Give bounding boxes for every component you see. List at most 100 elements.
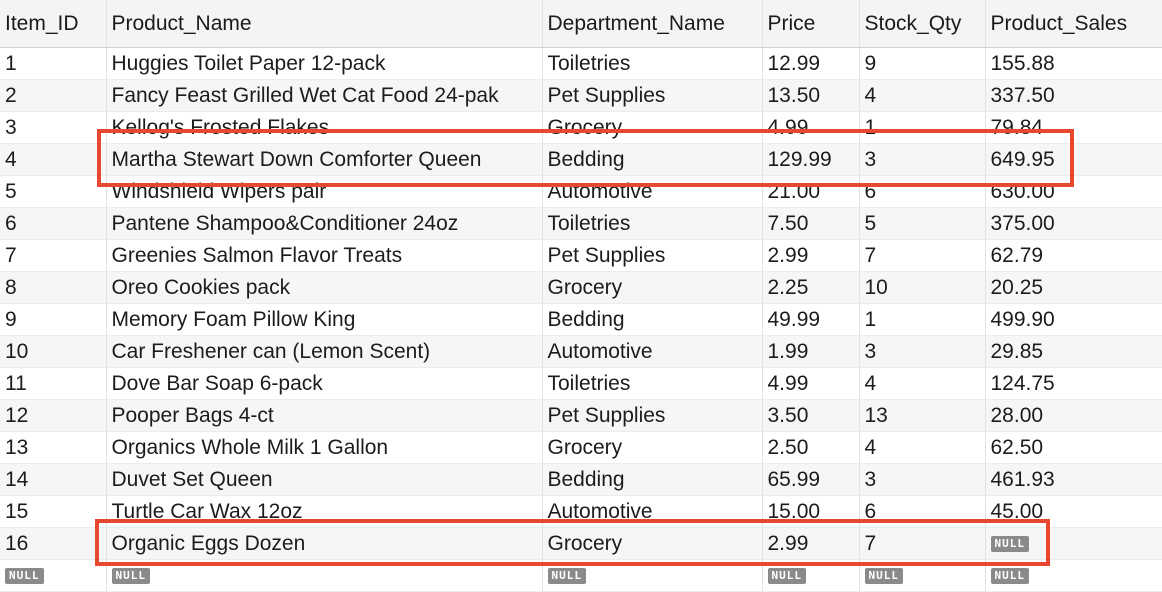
cell-product-name[interactable]: Memory Foam Pillow King [106, 303, 543, 336]
cell-stock-qty[interactable]: 4 [859, 367, 986, 400]
cell-stock-qty[interactable]: 1 [859, 303, 986, 336]
cell-department-name[interactable]: Automotive [542, 335, 763, 368]
cell-product-name[interactable]: Huggies Toilet Paper 12-pack [106, 47, 543, 80]
cell-stock-qty[interactable]: 4 [859, 79, 986, 112]
cell-price[interactable]: 4.99 [762, 367, 860, 400]
cell-item-id[interactable]: NULL [0, 559, 107, 592]
cell-product-sales[interactable]: 45.00 [985, 495, 1162, 528]
cell-product-sales[interactable]: 630.00 [985, 175, 1162, 208]
cell-item-id[interactable]: 14 [0, 463, 107, 496]
cell-item-id[interactable]: 16 [0, 527, 107, 560]
table-row[interactable]: 9 Memory Foam Pillow King Bedding 49.99 1 499… [0, 303, 1162, 336]
column-header-product-sales[interactable]: Product_Sales [985, 0, 1162, 48]
table-row[interactable]: 11 Dove Bar Soap 6-pack Toiletries 4.99 4 124… [0, 367, 1162, 400]
cell-price[interactable]: 2.50 [762, 431, 860, 464]
cell-product-name[interactable]: Turtle Car Wax 12oz [106, 495, 543, 528]
table-row[interactable]: 8 Oreo Cookies pack Grocery 2.25 10 20.25 [0, 271, 1162, 304]
cell-product-name[interactable]: Pantene Shampoo&Conditioner 24oz [106, 207, 543, 240]
cell-item-id[interactable]: 10 [0, 335, 107, 368]
cell-product-sales[interactable]: 28.00 [985, 399, 1162, 432]
column-header-item-id[interactable]: Item_ID [0, 0, 107, 48]
cell-department-name[interactable]: Grocery [542, 111, 763, 144]
cell-department-name[interactable]: Toiletries [542, 47, 763, 80]
cell-item-id[interactable]: 7 [0, 239, 107, 272]
cell-price[interactable]: 3.50 [762, 399, 860, 432]
cell-product-name[interactable]: Greenies Salmon Flavor Treats [106, 239, 543, 272]
cell-item-id[interactable]: 3 [0, 111, 107, 144]
cell-stock-qty[interactable]: 6 [859, 495, 986, 528]
cell-department-name[interactable]: Toiletries [542, 207, 763, 240]
cell-product-sales[interactable]: 155.88 [985, 47, 1162, 80]
cell-department-name[interactable]: Grocery [542, 527, 763, 560]
table-row[interactable]: 7 Greenies Salmon Flavor Treats Pet Suppli… [0, 239, 1162, 272]
cell-stock-qty[interactable]: 1 [859, 111, 986, 144]
cell-department-name[interactable]: Pet Supplies [542, 79, 763, 112]
cell-stock-qty[interactable]: 3 [859, 335, 986, 368]
cell-product-sales[interactable]: NULL [985, 559, 1162, 592]
table-row[interactable]: 5 Windshield Wipers pair Automotive 21.00 6 6… [0, 175, 1162, 208]
cell-department-name[interactable]: Bedding [542, 463, 763, 496]
cell-price[interactable]: 12.99 [762, 47, 860, 80]
cell-stock-qty[interactable]: 5 [859, 207, 986, 240]
cell-item-id[interactable]: 9 [0, 303, 107, 336]
table-row[interactable]: 12 Pooper Bags 4-ct Pet Supplies 3.50 13 28.0… [0, 399, 1162, 432]
column-header-product-name[interactable]: Product_Name [106, 0, 543, 48]
cell-product-name[interactable]: Pooper Bags 4-ct [106, 399, 543, 432]
cell-item-id[interactable]: 11 [0, 367, 107, 400]
column-header-stock-qty[interactable]: Stock_Qty [859, 0, 986, 48]
cell-price[interactable]: 2.99 [762, 527, 860, 560]
cell-department-name[interactable]: Bedding [542, 143, 763, 176]
cell-item-id[interactable]: 13 [0, 431, 107, 464]
cell-stock-qty[interactable]: 10 [859, 271, 986, 304]
cell-product-sales[interactable]: 29.85 [985, 335, 1162, 368]
table-row[interactable]: 3 Kellog's Frosted Flakes Grocery 4.99 1 79.8… [0, 111, 1162, 144]
cell-product-sales[interactable]: 499.90 [985, 303, 1162, 336]
cell-price[interactable]: 49.99 [762, 303, 860, 336]
table-row[interactable]: 4 Martha Stewart Down Comforter Queen Bedd… [0, 143, 1162, 176]
cell-price[interactable]: NULL [762, 559, 860, 592]
cell-product-name[interactable]: Dove Bar Soap 6-pack [106, 367, 543, 400]
column-header-price[interactable]: Price [762, 0, 860, 48]
cell-department-name[interactable]: Toiletries [542, 367, 763, 400]
table-row[interactable]: 14 Duvet Set Queen Bedding 65.99 3 461.93 [0, 463, 1162, 496]
cell-product-name[interactable]: Organic Eggs Dozen [106, 527, 543, 560]
cell-item-id[interactable]: 6 [0, 207, 107, 240]
cell-department-name[interactable]: Automotive [542, 495, 763, 528]
cell-price[interactable]: 2.99 [762, 239, 860, 272]
table-row[interactable]: NULL NULL NULL NULL NULL NULL [0, 559, 1162, 592]
cell-product-sales[interactable]: 62.79 [985, 239, 1162, 272]
cell-item-id[interactable]: 12 [0, 399, 107, 432]
cell-stock-qty[interactable]: 9 [859, 47, 986, 80]
cell-product-sales[interactable]: 375.00 [985, 207, 1162, 240]
cell-item-id[interactable]: 1 [0, 47, 107, 80]
cell-product-sales[interactable]: 649.95 [985, 143, 1162, 176]
cell-item-id[interactable]: 15 [0, 495, 107, 528]
cell-stock-qty[interactable]: 7 [859, 527, 986, 560]
cell-product-name[interactable]: Car Freshener can (Lemon Scent) [106, 335, 543, 368]
cell-price[interactable]: 2.25 [762, 271, 860, 304]
cell-stock-qty[interactable]: 6 [859, 175, 986, 208]
cell-department-name[interactable]: Grocery [542, 431, 763, 464]
cell-product-name[interactable]: Oreo Cookies pack [106, 271, 543, 304]
cell-price[interactable]: 129.99 [762, 143, 860, 176]
cell-product-sales[interactable]: NULL [985, 527, 1162, 560]
cell-stock-qty[interactable]: 3 [859, 463, 986, 496]
cell-product-sales[interactable]: 79.84 [985, 111, 1162, 144]
cell-price[interactable]: 4.99 [762, 111, 860, 144]
cell-department-name[interactable]: Bedding [542, 303, 763, 336]
table-row[interactable]: 2 Fancy Feast Grilled Wet Cat Food 24-pak… [0, 79, 1162, 112]
table-row[interactable]: 1 Huggies Toilet Paper 12-pack Toiletries 1… [0, 47, 1162, 80]
cell-product-sales[interactable]: 461.93 [985, 463, 1162, 496]
table-row[interactable]: 10 Car Freshener can (Lemon Scent) Automot… [0, 335, 1162, 368]
cell-stock-qty[interactable]: 3 [859, 143, 986, 176]
cell-price[interactable]: 15.00 [762, 495, 860, 528]
cell-item-id[interactable]: 8 [0, 271, 107, 304]
cell-product-name[interactable]: Martha Stewart Down Comforter Queen [106, 143, 543, 176]
cell-product-sales[interactable]: 124.75 [985, 367, 1162, 400]
table-row[interactable]: 16 Organic Eggs Dozen Grocery 2.99 7 NULL [0, 527, 1162, 560]
cell-product-name[interactable]: Windshield Wipers pair [106, 175, 543, 208]
cell-department-name[interactable]: Pet Supplies [542, 399, 763, 432]
cell-price[interactable]: 21.00 [762, 175, 860, 208]
cell-item-id[interactable]: 2 [0, 79, 107, 112]
cell-product-sales[interactable]: 62.50 [985, 431, 1162, 464]
